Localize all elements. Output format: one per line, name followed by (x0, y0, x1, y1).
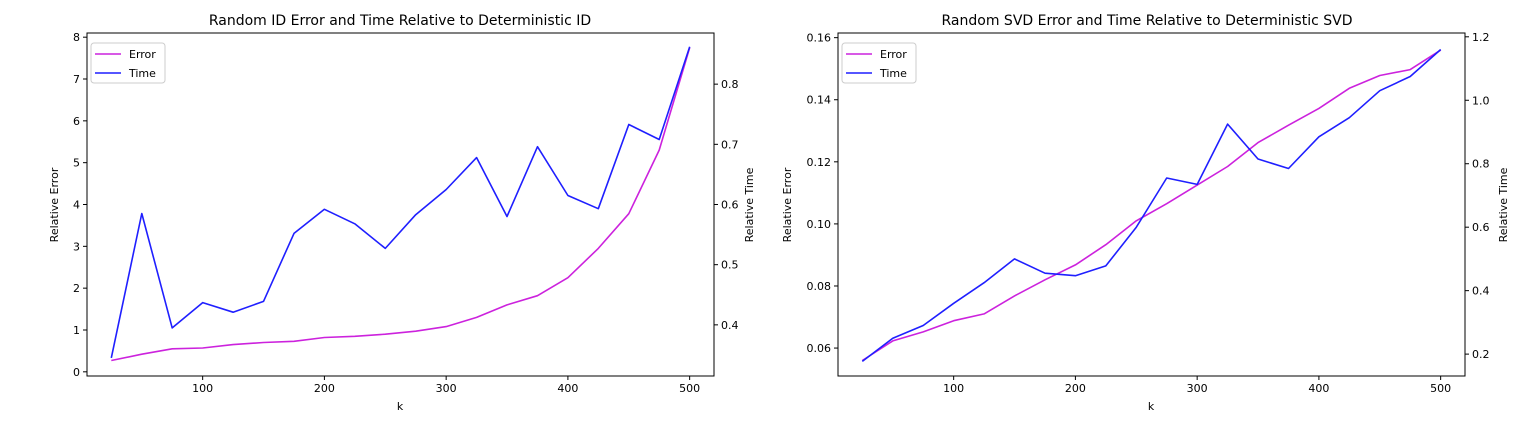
y2-tick-label: 0.7 (721, 138, 739, 151)
legend-label-time: Time (879, 67, 907, 80)
y2-tick-label: 0.5 (721, 259, 739, 272)
x-tick-label: 400 (557, 382, 578, 395)
y2-tick-label: 1.0 (1472, 94, 1490, 107)
chart-title: Random SVD Error and Time Relative to De… (942, 13, 1353, 29)
legend-label-error: Error (880, 48, 907, 61)
y2-axis-label: Relative Time (743, 167, 756, 242)
x-tick-label: 300 (1187, 382, 1208, 395)
x-tick-label: 500 (679, 382, 700, 395)
y-axis-label: Relative Error (781, 167, 794, 242)
x-tick-label: 100 (943, 382, 964, 395)
x-tick-label: 200 (1065, 382, 1086, 395)
y2-axis-label: Relative Time (1497, 167, 1510, 242)
y2-tick-label: 0.6 (721, 199, 739, 212)
series-line-error (861, 49, 1442, 362)
y-tick-label: 6 (73, 115, 80, 128)
legend-label-error: Error (129, 48, 156, 61)
series-line-error (111, 47, 691, 362)
series-line-time (110, 46, 691, 359)
y2-tick-label: 0.4 (1472, 285, 1490, 298)
y2-tick-label: 0.6 (1472, 221, 1490, 234)
y-tick-label: 8 (73, 31, 80, 44)
y-tick-label: 0 (73, 366, 80, 379)
y2-tick-label: 0.4 (721, 319, 739, 332)
y-tick-label: 0.16 (807, 32, 832, 45)
y-tick-label: 2 (73, 282, 80, 295)
x-tick-label: 200 (314, 382, 335, 395)
y2-tick-label: 0.8 (1472, 158, 1490, 171)
chart-id-panel: Random ID Error and Time Relative to Det… (48, 13, 756, 413)
y-tick-label: 0.06 (807, 342, 832, 355)
plot-frame (86, 32, 715, 377)
y2-tick-label: 1.2 (1472, 31, 1490, 44)
y-tick-label: 1 (73, 324, 80, 337)
x-tick-label: 400 (1308, 382, 1329, 395)
y-tick-label: 3 (73, 240, 80, 253)
y-axis-label: Relative Error (48, 167, 61, 242)
legend: Error Time (841, 42, 917, 84)
chart-title: Random ID Error and Time Relative to Det… (209, 13, 591, 29)
y-tick-label: 5 (73, 157, 80, 170)
x-tick-label: 300 (436, 382, 457, 395)
series-line-time (861, 48, 1442, 363)
y-tick-label: 0.14 (807, 94, 832, 107)
x-tick-label: 500 (1430, 382, 1451, 395)
legend: Error Time (90, 42, 166, 84)
y2-tick-label: 0.2 (1472, 348, 1490, 361)
y-tick-label: 0.12 (807, 156, 832, 169)
y-tick-label: 7 (73, 73, 80, 86)
y-tick-label: 0.10 (807, 218, 832, 231)
x-axis-label: k (397, 400, 404, 413)
y2-tick-label: 0.8 (721, 78, 739, 91)
plot-frame (837, 32, 1466, 377)
chart-svd-panel: Random SVD Error and Time Relative to De… (781, 13, 1510, 413)
legend-label-time: Time (128, 67, 156, 80)
x-axis-label: k (1148, 400, 1155, 413)
y-tick-label: 0.08 (807, 280, 832, 293)
y-tick-label: 4 (73, 199, 80, 212)
x-tick-label: 100 (192, 382, 213, 395)
